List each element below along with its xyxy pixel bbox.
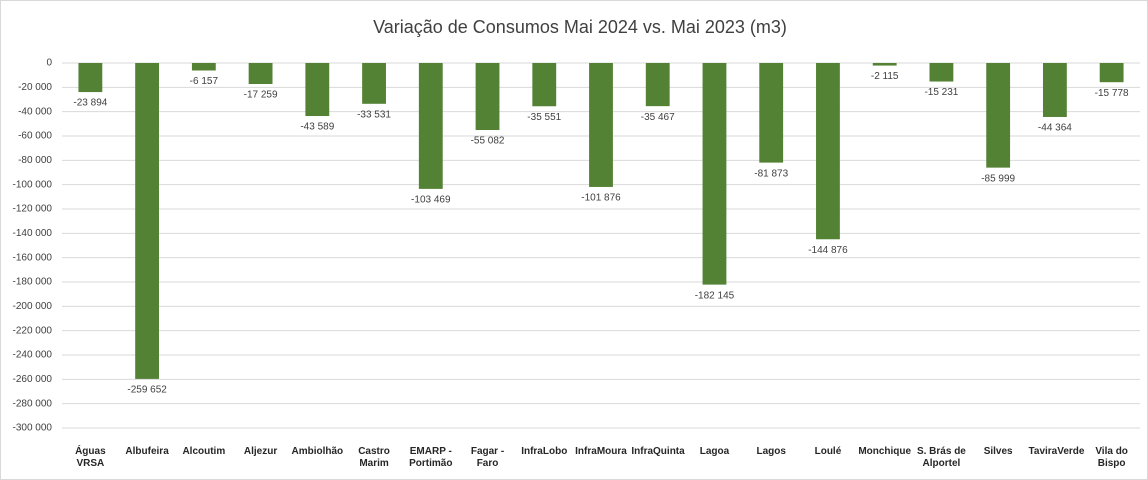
bar <box>645 63 670 107</box>
bar <box>929 63 954 82</box>
data-label: -15 778 <box>1095 88 1129 99</box>
x-tick-label: Lagos <box>756 446 786 457</box>
x-tick-label: Alcoutim <box>182 446 226 457</box>
data-label: -182 145 <box>695 290 735 301</box>
data-label: -35 551 <box>527 112 561 123</box>
y-tick-label: -220 000 <box>13 325 53 336</box>
data-label: -144 876 <box>808 245 848 256</box>
y-tick-label: -240 000 <box>13 350 53 361</box>
x-tick-label: EMARP - Portimão <box>409 446 453 469</box>
bar <box>418 63 443 189</box>
bar <box>475 63 500 131</box>
y-tick-label: -100 000 <box>13 179 53 190</box>
bar <box>248 63 273 84</box>
bar <box>362 63 386 104</box>
y-tick-label: -200 000 <box>13 301 53 312</box>
x-tick-label: Castro Marim <box>358 446 390 469</box>
x-tick-label: TaviraVerde <box>1028 446 1085 457</box>
y-tick-label: -60 000 <box>18 131 52 142</box>
bar <box>872 63 897 66</box>
y-tick-label: -20 000 <box>18 82 52 93</box>
data-label: -43 589 <box>300 122 334 133</box>
y-tick-label: 0 <box>46 58 52 69</box>
data-label: -85 999 <box>981 173 1015 184</box>
x-tick-label: Loulé <box>814 446 842 457</box>
data-label: -55 082 <box>471 136 505 147</box>
bar <box>532 63 557 107</box>
x-tick-label: Lagoa <box>699 446 730 457</box>
data-label: -103 469 <box>411 195 451 206</box>
x-tick-label: Albufeira <box>125 446 169 457</box>
bar <box>986 63 1011 168</box>
bar <box>1042 63 1067 117</box>
x-tick-label: Aljezur <box>243 446 278 457</box>
x-tick-label: Ambiolhão <box>291 446 344 457</box>
data-label: -44 364 <box>1038 123 1072 134</box>
y-tick-label: -280 000 <box>13 398 53 409</box>
data-label: -33 531 <box>357 109 391 120</box>
y-tick-label: -140 000 <box>13 228 53 239</box>
data-label: -101 876 <box>581 193 621 204</box>
x-tick-label: Fagar - Faro <box>470 446 505 469</box>
bar <box>759 63 784 163</box>
bar <box>191 63 216 71</box>
x-tick-label: Vila do Bispo <box>1095 446 1128 469</box>
y-tick-label: -40 000 <box>18 106 52 117</box>
bar <box>816 63 840 240</box>
x-tick-label: S. Brás de Alportel <box>916 446 966 469</box>
data-label: -2 115 <box>871 71 899 82</box>
data-label: -6 157 <box>190 76 219 87</box>
data-label: -23 894 <box>73 98 107 109</box>
y-tick-label: -180 000 <box>13 277 53 288</box>
x-tick-label: Silves <box>983 446 1013 457</box>
bar <box>702 63 727 285</box>
data-label: -35 467 <box>641 112 675 123</box>
x-tick-label: Monchique <box>858 446 912 457</box>
x-tick-label: InfraLobo <box>521 446 568 457</box>
bar <box>135 63 160 379</box>
x-tick-label: InfraQuinta <box>631 446 685 457</box>
data-label: -81 873 <box>754 168 788 179</box>
bar <box>589 63 613 187</box>
bar <box>1099 63 1124 83</box>
data-label: -17 259 <box>244 90 278 101</box>
chart-title: Variação de Consumos Mai 2024 vs. Mai 20… <box>373 17 787 37</box>
y-tick-label: -120 000 <box>13 204 53 215</box>
x-tick-label: Águas VRSA <box>75 446 106 469</box>
data-label: -15 231 <box>924 87 958 98</box>
y-tick-label: -160 000 <box>13 252 53 263</box>
x-tick-label: InfraMoura <box>575 446 627 457</box>
bar <box>305 63 330 117</box>
bar <box>78 63 103 93</box>
y-tick-label: -300 000 <box>13 423 53 434</box>
data-label: -259 652 <box>127 385 167 396</box>
y-tick-label: -80 000 <box>18 155 52 166</box>
y-tick-label: -260 000 <box>13 374 53 385</box>
